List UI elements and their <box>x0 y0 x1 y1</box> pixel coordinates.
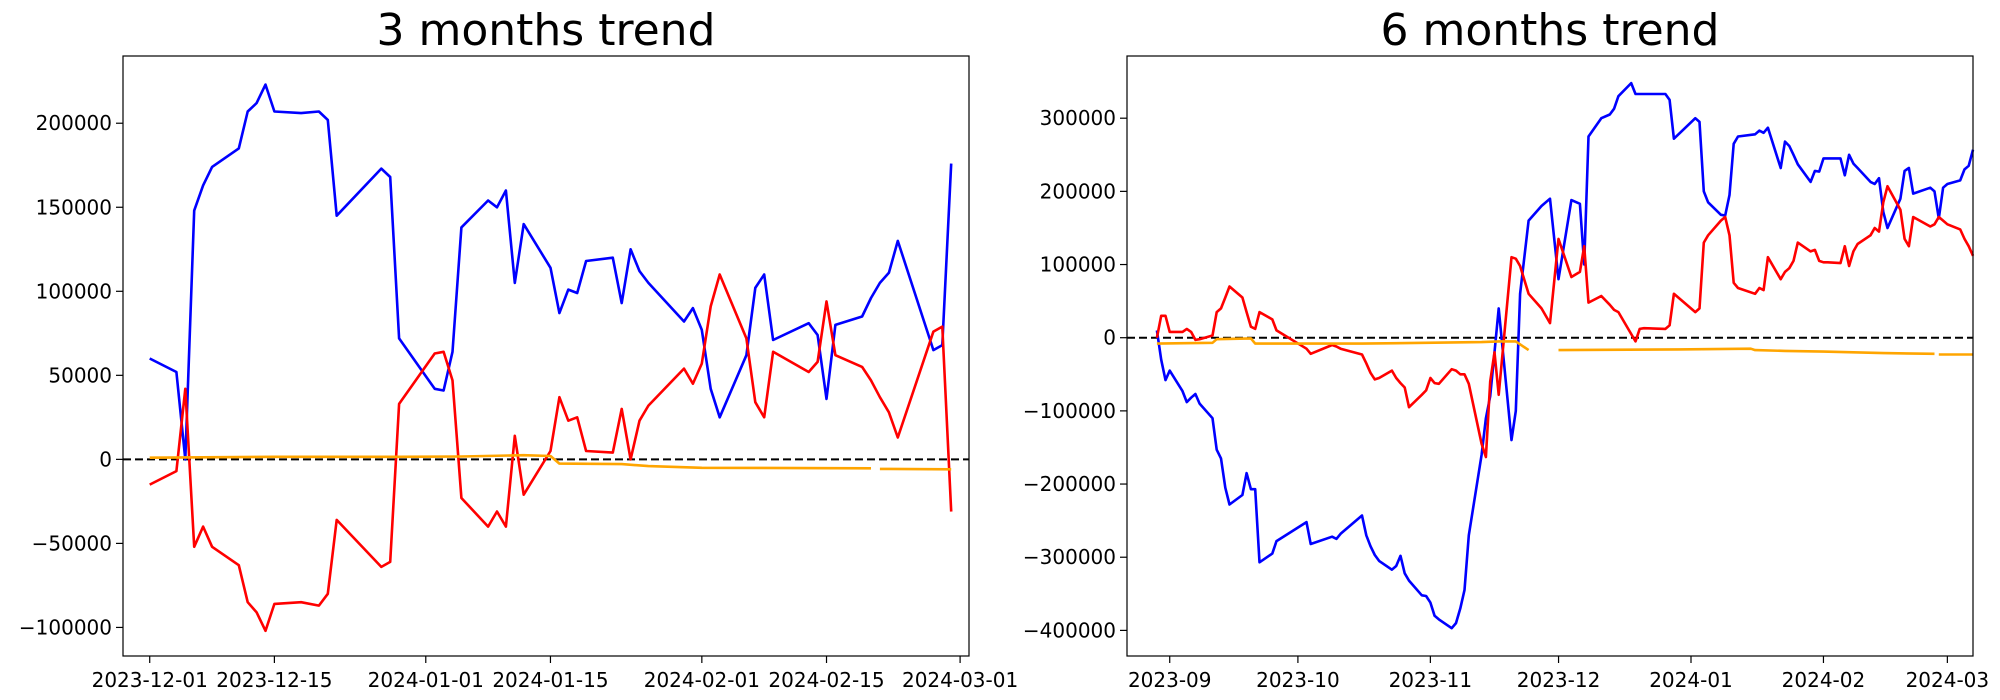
y-tick-label: −200000 <box>1023 472 1116 496</box>
x-tick-label: 2023-12-15 <box>216 668 332 692</box>
y-tick-label: −50000 <box>32 531 112 555</box>
x-tick-label: 2023-09 <box>1128 668 1212 692</box>
chart-3-months: 3 months trend 2023-12-01 2023-12-15 2024-… <box>19 5 1018 692</box>
y-tick-label: −300000 <box>1023 545 1116 569</box>
x-tick-label: 2023-11 <box>1389 668 1473 692</box>
y-tick-label: 300000 <box>1040 106 1116 130</box>
x-tick-label: 2023-10 <box>1256 668 1340 692</box>
y-tick-label: 100000 <box>1040 253 1116 277</box>
x-axis: 2023-09 2023-10 2023-11 2023-12 2024-01 2024-… <box>1128 656 1989 692</box>
y-axis: 300000 200000 100000 0 −100000 −200000 −300000… <box>1023 106 1127 642</box>
x-tick-label: 2024-01 <box>1649 668 1733 692</box>
x-tick-label: 2024-02-15 <box>768 668 884 692</box>
series-line-0 <box>1155 81 1975 630</box>
chart-title: 3 months trend <box>377 5 716 56</box>
y-tick-label: −100000 <box>19 615 112 639</box>
plot-lines <box>1127 81 1975 630</box>
x-tick-label: 2023-12 <box>1517 668 1601 692</box>
y-tick-label: 200000 <box>1040 179 1116 203</box>
x-tick-label: 2024-02-01 <box>644 668 760 692</box>
y-tick-label: 200000 <box>36 111 112 135</box>
x-tick-label: 2023-12-01 <box>92 668 208 692</box>
plot-frame <box>1126 55 1974 657</box>
plot-lines <box>123 83 969 633</box>
x-axis: 2023-12-01 2023-12-15 2024-01-01 2024-01-15… <box>92 656 1018 692</box>
x-tick-label: 2024-01-15 <box>492 668 608 692</box>
y-tick-label: 100000 <box>36 279 112 303</box>
y-tick-label: −100000 <box>1023 399 1116 423</box>
series-line-0 <box>149 83 953 461</box>
x-tick-label: 2024-02 <box>1782 668 1866 692</box>
chart-6-months: 6 months trend 2023-09 2023-10 2023-11 2023… <box>1023 5 1989 692</box>
y-tick-label: 0 <box>1103 326 1116 350</box>
y-tick-label: 150000 <box>36 195 112 219</box>
series-line-2 <box>1156 337 1973 356</box>
y-tick-label: −400000 <box>1023 618 1116 642</box>
x-tick-label: 2024-03 <box>1906 668 1990 692</box>
y-tick-label: 50000 <box>48 363 112 387</box>
plot-frame <box>122 55 970 657</box>
series-line-1 <box>1155 184 1975 459</box>
x-tick-label: 2024-01-01 <box>368 668 484 692</box>
series-line-1 <box>149 273 953 633</box>
y-axis: 200000 150000 100000 50000 0 −50000 −100000 <box>19 111 123 639</box>
chart-title: 6 months trend <box>1381 5 1720 56</box>
series-line-2 <box>149 453 952 471</box>
y-tick-label: 0 <box>99 447 112 471</box>
x-tick-label: 2024-03-01 <box>902 668 1018 692</box>
